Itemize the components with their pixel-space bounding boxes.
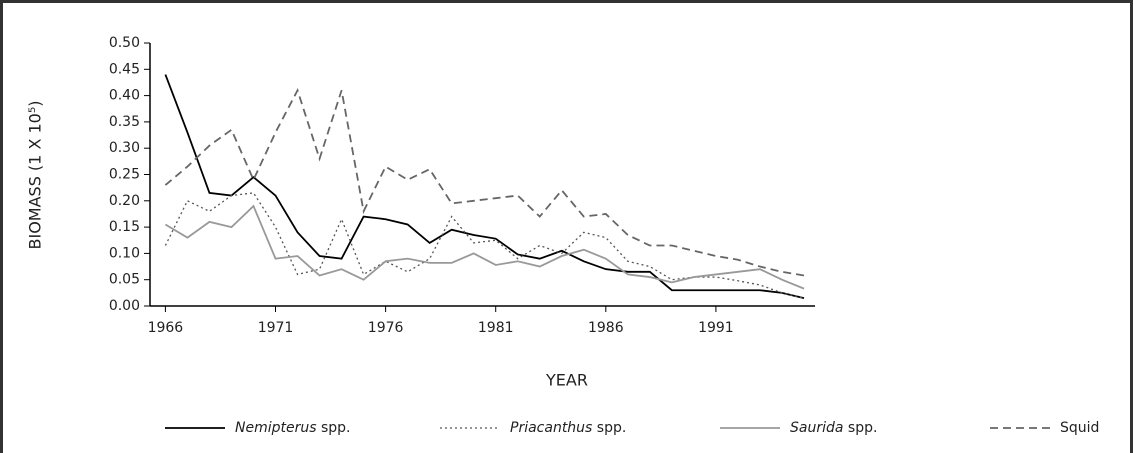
y-tick-label: 0.25 [109,167,140,183]
y-tick-label: 0.00 [109,298,140,314]
y-tick-label: 0.45 [109,61,140,77]
legend-label: Priacanthus spp. [510,420,626,436]
x-tick-label: 1986 [588,320,624,336]
legend-label: Saurida spp. [790,420,877,436]
y-tick-label: 0.30 [109,140,140,156]
legend-suffix: spp. [317,420,351,436]
legend-genus: Saurida [790,420,843,436]
x-tick-label: 1991 [698,320,734,336]
y-axis-label: BIOMASS (1 X 10⁵) [26,100,45,249]
legend-label: Squid [1060,420,1099,436]
series-line [164,192,805,299]
legend-label: Nemipterus spp. [235,420,351,436]
x-tick-label: 1976 [368,320,404,336]
x-tick-label: 1981 [478,320,514,336]
legend-genus: Nemipterus [235,420,317,436]
x-tick-label: 1971 [258,320,294,336]
series-line [164,74,805,299]
legend-genus: Priacanthus [510,420,592,436]
y-tick-label: 0.50 [109,35,140,51]
y-tick-label: 0.10 [109,245,140,261]
y-tick-label: 0.20 [109,193,140,209]
legend-suffix: spp. [592,420,626,436]
y-tick-label: 0.15 [109,219,140,235]
y-tick-label: 0.05 [109,272,140,288]
legend-suffix: spp. [843,420,877,436]
x-tick-label: 1966 [148,320,184,336]
y-tick-label: 0.35 [109,114,140,130]
y-tick-label: 0.40 [109,88,140,104]
x-axis-label: YEAR [545,371,588,390]
series-line [164,88,805,277]
series-line [164,204,805,290]
